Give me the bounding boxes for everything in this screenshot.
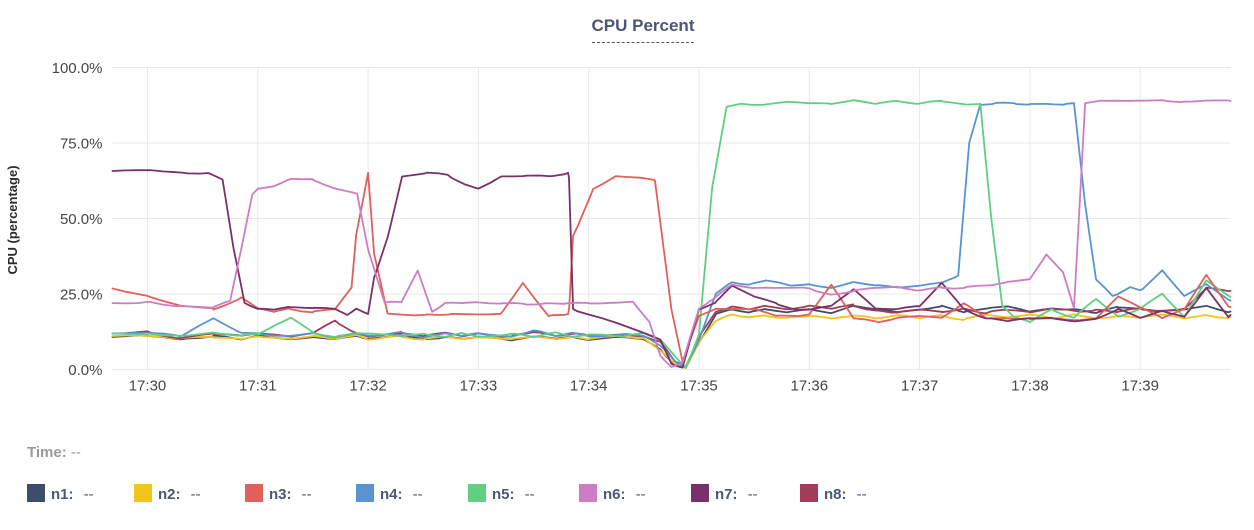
svg-text:17:30: 17:30 bbox=[129, 378, 167, 395]
svg-text:17:32: 17:32 bbox=[349, 378, 387, 395]
svg-text:17:35: 17:35 bbox=[680, 378, 718, 395]
svg-text:17:31: 17:31 bbox=[239, 378, 277, 395]
svg-text:17:37: 17:37 bbox=[901, 378, 939, 395]
svg-text:17:38: 17:38 bbox=[1011, 378, 1049, 395]
svg-text:17:39: 17:39 bbox=[1121, 378, 1159, 395]
svg-text:17:33: 17:33 bbox=[460, 378, 498, 395]
svg-text:0.0%: 0.0% bbox=[68, 362, 102, 379]
svg-text:17:36: 17:36 bbox=[791, 378, 829, 395]
svg-text:25.0%: 25.0% bbox=[60, 287, 103, 304]
svg-text:17:34: 17:34 bbox=[570, 378, 608, 395]
svg-text:75.0%: 75.0% bbox=[60, 136, 103, 153]
svg-text:100.0%: 100.0% bbox=[52, 60, 103, 77]
svg-text:50.0%: 50.0% bbox=[60, 211, 103, 228]
